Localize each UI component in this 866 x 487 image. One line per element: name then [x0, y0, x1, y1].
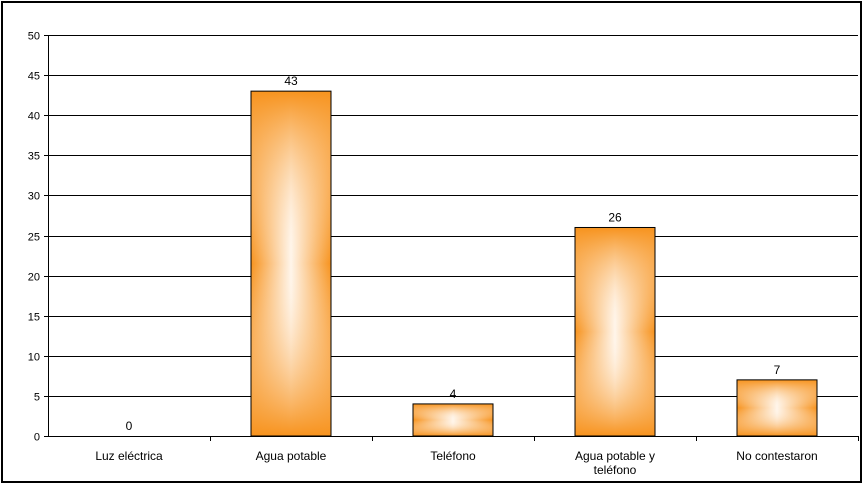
y-tick-label: 15	[28, 312, 40, 324]
axes	[44, 35, 859, 441]
data-label: 43	[284, 74, 298, 88]
data-label: 26	[608, 210, 622, 224]
bar-shade	[737, 379, 817, 436]
y-tick-label: 50	[28, 31, 40, 43]
bar-outline	[574, 226, 656, 437]
bar-4	[736, 379, 818, 437]
y-tick-label: 0	[34, 432, 40, 444]
x-tick-labels: Luz eléctrica Agua potable Teléfono Agua po…	[95, 449, 817, 477]
bar-outline	[412, 403, 494, 437]
x-tick-label: Agua potable y	[575, 449, 655, 463]
y-tick-labels: 0 5 10 15 20 25 30 35 40 45 50	[28, 31, 40, 444]
y-tick-label: 30	[28, 191, 40, 203]
y-tick-label: 20	[28, 272, 40, 284]
bar-shade	[251, 91, 331, 436]
data-label: 4	[450, 387, 457, 401]
bar-1	[250, 90, 332, 437]
bar-2	[412, 403, 494, 437]
x-tick-label: No contestaron	[736, 449, 817, 463]
y-tick-label: 10	[28, 352, 40, 364]
bar-shade	[413, 403, 493, 436]
x-tick-label: Teléfono	[430, 449, 476, 463]
bar-outline	[736, 379, 818, 437]
bar-3	[574, 226, 656, 437]
y-tick-label: 40	[28, 111, 40, 123]
y-tick-label: 35	[28, 151, 40, 163]
y-tick-label: 5	[34, 392, 40, 404]
x-tick-label: Luz eléctrica	[95, 449, 163, 463]
bar-shade	[575, 227, 655, 436]
x-tick-label: teléfono	[594, 463, 637, 477]
data-label: 7	[774, 363, 781, 377]
data-labels: 0 43 4 26 7	[126, 74, 781, 433]
y-tick-label: 25	[28, 232, 40, 244]
bar-outline	[250, 90, 332, 437]
data-label: 0	[126, 419, 133, 433]
bars	[250, 90, 818, 437]
gridlines	[48, 35, 858, 397]
y-tick-label: 45	[28, 71, 40, 83]
x-tick-label: Agua potable	[256, 449, 327, 463]
